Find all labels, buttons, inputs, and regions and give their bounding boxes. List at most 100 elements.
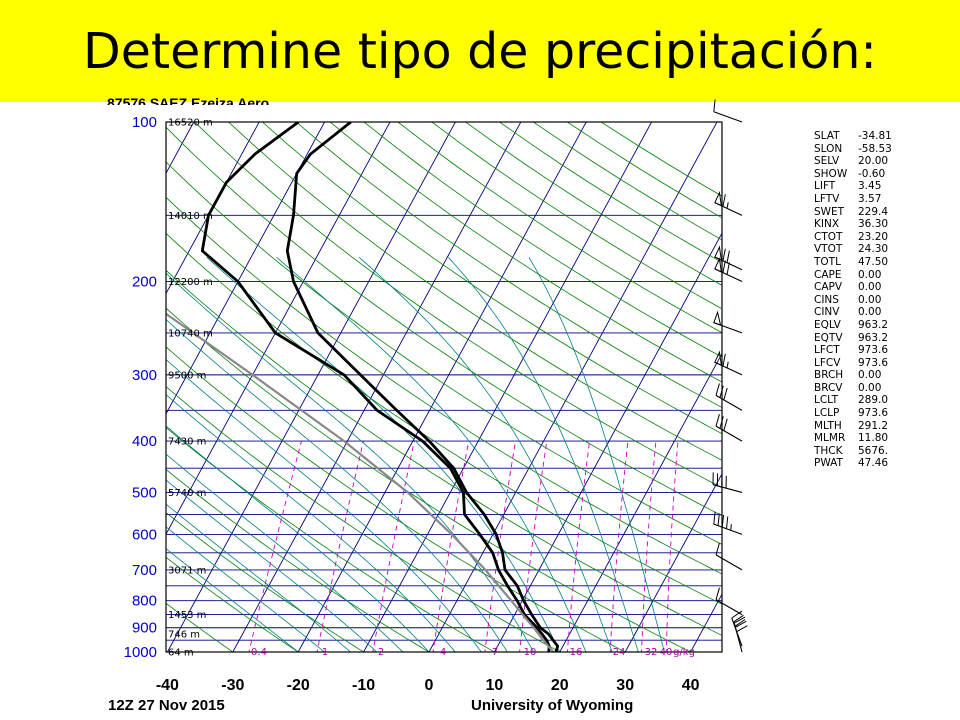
index-value: 973.6	[858, 356, 889, 369]
dry-adiabat-line	[166, 602, 234, 652]
pressure-tick-label: 600	[132, 526, 157, 543]
index-name: EQLV	[814, 318, 841, 331]
dry-adiabat-line	[166, 126, 722, 517]
index-name: MLTH	[814, 419, 842, 432]
mixing-ratio-label: 24	[613, 647, 626, 658]
index-name: KINX	[814, 218, 840, 231]
index-name: LFCV	[814, 356, 841, 369]
mixing-ratio-label: 40	[660, 647, 673, 658]
index-row: CAPE 0.00	[814, 269, 892, 282]
dry-adiabat-line	[228, 122, 722, 461]
moist-adiabat-line	[206, 257, 561, 652]
index-row: LFCV 973.6	[814, 357, 892, 370]
pressure-tick-label: 200	[132, 274, 157, 291]
plot-area	[0, 122, 722, 652]
isotherm-line	[0, 122, 128, 652]
index-name: BRCH	[814, 369, 844, 382]
wind-barb	[712, 472, 743, 493]
wind-barb	[714, 190, 743, 216]
isotherm-line	[232, 122, 522, 652]
index-row: LIFT 3.45	[814, 180, 892, 193]
index-row: LCLP 973.6	[814, 407, 892, 420]
moist-adiabat-line	[528, 257, 665, 652]
height-label: 14010 m	[168, 211, 213, 222]
temperature-tick-label: 40	[682, 677, 700, 694]
temperature-tick-label: -10	[352, 677, 375, 694]
sounding-time: 12Z 27 Nov 2015	[108, 697, 225, 714]
index-value: 20.00	[858, 155, 889, 168]
moist-adiabat-line	[166, 479, 377, 652]
index-name: EQTV	[814, 331, 843, 344]
height-label: 746 m	[168, 630, 200, 641]
index-row: LCLT 289.0	[814, 394, 892, 407]
index-value: 5676.	[858, 444, 889, 457]
index-name: LCLT	[814, 394, 838, 407]
index-value: 36.30	[858, 218, 889, 231]
dry-adiabat-line	[166, 346, 627, 652]
dry-adiabat-line	[329, 122, 722, 383]
moist-adiabat-line	[166, 503, 351, 652]
index-name: SLAT	[814, 130, 840, 142]
title-banner: Determine tipo de precipitación:	[0, 0, 960, 102]
temperature-tick-label: 0	[425, 677, 434, 694]
index-row: SHOW -0.60	[814, 168, 892, 181]
index-value: 11.80	[858, 432, 889, 445]
pressure-tick-label: 300	[132, 367, 157, 384]
index-row: PWAT 47.46	[814, 457, 892, 470]
index-name: LFTV	[814, 192, 840, 205]
index-value: 3.45	[858, 180, 882, 193]
mixing-ratio-line	[641, 441, 657, 652]
height-label: 16520 m	[168, 118, 213, 129]
moist-adiabat-line	[166, 453, 404, 652]
index-value: 973.6	[858, 407, 889, 420]
pressure-tick-label: 900	[132, 620, 157, 637]
mixing-ratio-line	[248, 440, 302, 652]
index-name: VTOT	[814, 243, 843, 256]
temperature-tick-label: 20	[551, 677, 569, 694]
index-row: CINS 0.00	[814, 294, 892, 307]
plot-frame	[165, 121, 723, 653]
pressure-tick-label: 500	[132, 484, 157, 501]
index-name: SHOW	[814, 167, 848, 180]
index-row: SLAT -34.81	[814, 130, 892, 143]
index-value: 0.00	[858, 281, 882, 294]
stability-indices-table: SLAT -34.81 SLON -58.53 SELV 20.00 SHOW -0.60 LI…	[814, 130, 892, 470]
index-row: LFTV 3.57	[814, 193, 892, 206]
isotherm-line	[428, 122, 718, 652]
index-row: MLMR 11.80	[814, 432, 892, 445]
dry-adiabat-line	[166, 161, 722, 545]
dry-adiabat-line	[166, 232, 722, 605]
index-value: 0.00	[858, 369, 882, 382]
dry-adiabat-line	[600, 122, 722, 197]
mixing-ratio-label: 10	[524, 647, 537, 658]
mixing-ratio-line	[609, 441, 629, 652]
index-value: 0.00	[858, 381, 882, 394]
temperature-tick-label: 10	[486, 677, 504, 694]
wind-barb	[715, 383, 743, 411]
dry-adiabat-line	[166, 196, 722, 575]
index-row: SELV 20.00	[814, 155, 892, 168]
temperature-tick-label: -40	[156, 677, 179, 694]
mixing-ratio-label: 16	[570, 647, 583, 658]
isotherm-line	[297, 122, 587, 652]
dry-adiabat-line	[166, 426, 496, 652]
index-name: LIFT	[814, 180, 836, 193]
mixing-ratio-line	[484, 441, 516, 652]
height-label: 10740 m	[168, 328, 213, 339]
dewpoint-profile-line	[200, 122, 551, 652]
index-name: SELV	[814, 155, 840, 168]
height-label: 3071 m	[168, 565, 206, 576]
mixing-ratio-label: 0.4	[251, 647, 267, 658]
wind-barb	[713, 511, 743, 535]
index-value: 0.00	[858, 293, 882, 306]
dry-adiabat-line	[166, 556, 299, 652]
index-row: CAPV 0.00	[814, 281, 892, 294]
index-value: 229.4	[858, 205, 889, 218]
index-value: -58.53	[858, 142, 892, 155]
parcel-profile-line	[166, 312, 555, 652]
index-value: 47.46	[858, 457, 889, 470]
slide-title: Determine tipo de precipitación:	[83, 23, 877, 80]
wind-barb	[715, 414, 743, 442]
dry-adiabat-line	[296, 122, 722, 409]
index-row: BRCH 0.00	[814, 369, 892, 382]
